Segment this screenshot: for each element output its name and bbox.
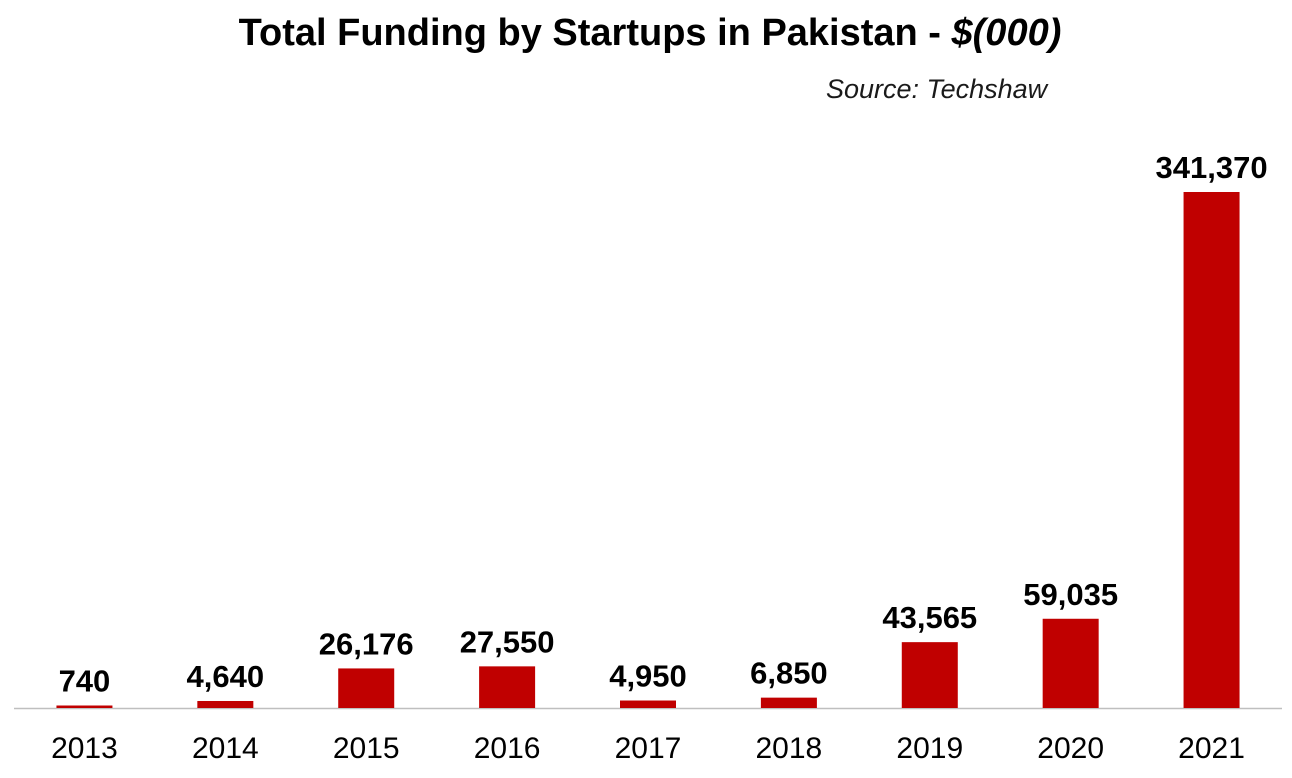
bar-2019 [901, 642, 958, 708]
bar-2020 [1042, 618, 1099, 708]
chart-title-unit: $(000) [951, 12, 1062, 54]
bar-2013 [56, 705, 113, 708]
bar-2014 [197, 700, 254, 708]
chart-source: Source: Techshaw [826, 74, 1048, 104]
bar-2021 [1183, 192, 1240, 708]
data-label-2014: 4,640 [187, 659, 265, 694]
x-tick-label-2015: 2015 [333, 732, 400, 765]
x-tick-label-2019: 2019 [896, 732, 963, 765]
x-tick-label-2020: 2020 [1037, 732, 1104, 765]
data-label-2017: 4,950 [609, 659, 687, 694]
x-tick-label-2016: 2016 [474, 732, 541, 765]
data-label-2020: 59,035 [1023, 577, 1118, 612]
data-label-2016: 27,550 [460, 624, 555, 659]
bar-2016 [479, 666, 536, 708]
bar-2017 [620, 700, 676, 708]
x-tick-label-2018: 2018 [756, 732, 823, 765]
x-tick-label-2017: 2017 [615, 732, 682, 765]
x-tick-label-2014: 2014 [192, 732, 259, 765]
data-label-2013: 740 [59, 664, 111, 699]
data-label-2015: 26,176 [319, 626, 414, 661]
data-label-2018: 6,850 [750, 656, 828, 691]
bar-2015 [338, 668, 395, 708]
x-tick-label-2013: 2013 [51, 732, 118, 765]
chart-title-text: Total Funding by Startups in Pakistan - [238, 12, 952, 54]
data-label-2019: 43,565 [882, 600, 977, 635]
chart-title: Total Funding by Startups in Pakistan - … [0, 12, 1292, 55]
x-tick-label-2021: 2021 [1178, 732, 1245, 765]
data-label-2021: 341,370 [1156, 150, 1268, 185]
bar-2018 [760, 697, 817, 708]
